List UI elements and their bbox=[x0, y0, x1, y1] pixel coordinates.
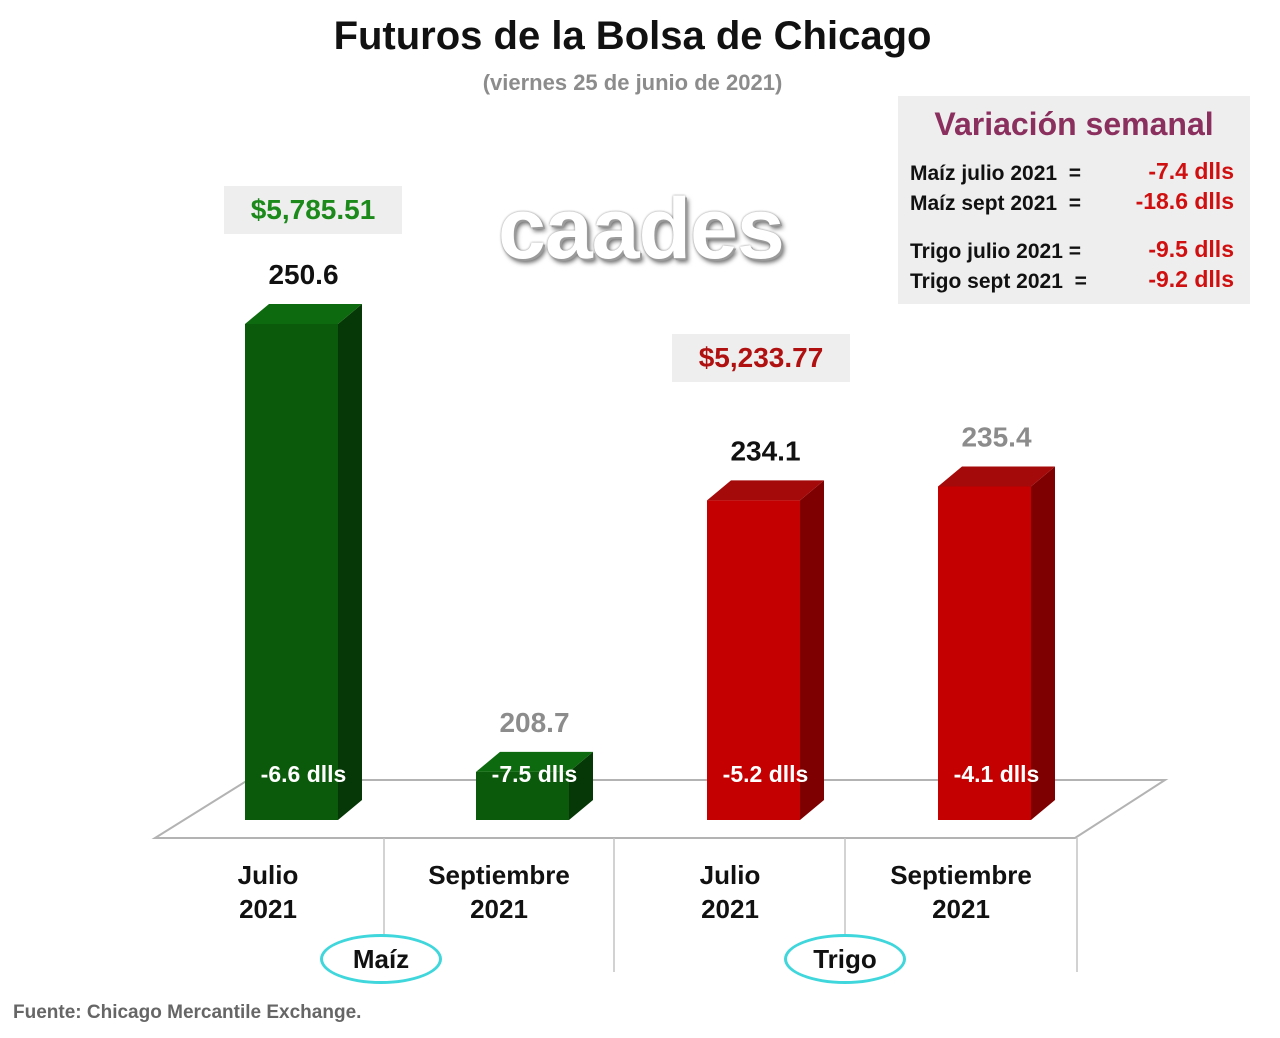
variation-value: -9.5 dlls bbox=[1148, 236, 1234, 262]
variation-row: Trigo sept 2021 = -9.2 dlls bbox=[910, 266, 1234, 300]
bar-front bbox=[707, 500, 800, 820]
bar-side bbox=[800, 480, 824, 820]
bar-top bbox=[245, 303, 362, 324]
bar-value-label: 208.7 bbox=[499, 707, 569, 738]
bar-value-label: 234.1 bbox=[730, 435, 800, 466]
price-box-maiz: $5,785.51 bbox=[224, 186, 402, 234]
group-label-trigo: Trigo bbox=[784, 934, 906, 984]
bar-value-label: 250.6 bbox=[268, 259, 338, 290]
variation-value: -7.4 dlls bbox=[1148, 158, 1234, 184]
x-category-label: Septiembre 2021 bbox=[890, 860, 1032, 924]
bar-front bbox=[245, 323, 338, 820]
bar-change-label: -6.6 dlls bbox=[261, 761, 347, 787]
chart-title: Futuros de la Bolsa de Chicago bbox=[333, 14, 932, 58]
bar-side bbox=[338, 303, 362, 820]
group-label-maiz: Maíz bbox=[320, 934, 442, 984]
bar bbox=[245, 303, 362, 820]
variation-row: Maíz julio 2021 = -7.4 dlls bbox=[910, 158, 1234, 192]
bar-change-label: -5.2 dlls bbox=[723, 761, 809, 787]
weekly-variation-panel: Variación semanal Maíz julio 2021 = -7.4… bbox=[898, 96, 1250, 304]
variation-value: -9.2 dlls bbox=[1148, 266, 1234, 292]
variation-row: Trigo julio 2021 = -9.5 dlls bbox=[910, 236, 1234, 270]
chart-floor bbox=[151, 779, 1169, 839]
price-box-trigo: $5,233.77 bbox=[672, 334, 850, 382]
weekly-variation-title: Variación semanal bbox=[934, 106, 1214, 142]
x-category-label: Septiembre 2021 bbox=[428, 860, 570, 924]
variation-value: -18.6 dlls bbox=[1135, 188, 1234, 214]
bar-front bbox=[938, 486, 1031, 820]
bar-change-label: -4.1 dlls bbox=[954, 761, 1040, 787]
bar-top bbox=[707, 480, 824, 501]
bar-top bbox=[938, 466, 1055, 487]
x-category-label: Julio 2021 bbox=[699, 860, 761, 924]
bar bbox=[938, 466, 1055, 820]
bar-side bbox=[569, 751, 593, 820]
bar bbox=[476, 751, 593, 820]
bar-change-label: -7.5 dlls bbox=[492, 761, 578, 787]
chart-subtitle: (viernes 25 de junio de 2021) bbox=[482, 70, 783, 95]
variation-label: Trigo julio 2021 = bbox=[910, 240, 1081, 263]
brand-watermark: caades bbox=[498, 181, 785, 277]
x-category-label: Julio 2021 bbox=[237, 860, 299, 924]
bar-front bbox=[476, 771, 569, 820]
price-text: $5,233.77 bbox=[698, 342, 824, 373]
variation-label: Maíz sept 2021 = bbox=[910, 192, 1082, 215]
source-note: Fuente: Chicago Mercantile Exchange. bbox=[13, 1002, 362, 1023]
bar-side bbox=[1031, 466, 1055, 820]
price-text: $5,785.51 bbox=[250, 194, 376, 225]
bar bbox=[707, 480, 824, 820]
variation-row: Maíz sept 2021 = -18.6 dlls bbox=[910, 188, 1234, 222]
variation-label: Trigo sept 2021 = bbox=[910, 270, 1087, 293]
variation-label: Maíz julio 2021 = bbox=[910, 162, 1081, 185]
bar-value-label: 235.4 bbox=[961, 421, 1031, 452]
bar-top bbox=[476, 751, 593, 772]
